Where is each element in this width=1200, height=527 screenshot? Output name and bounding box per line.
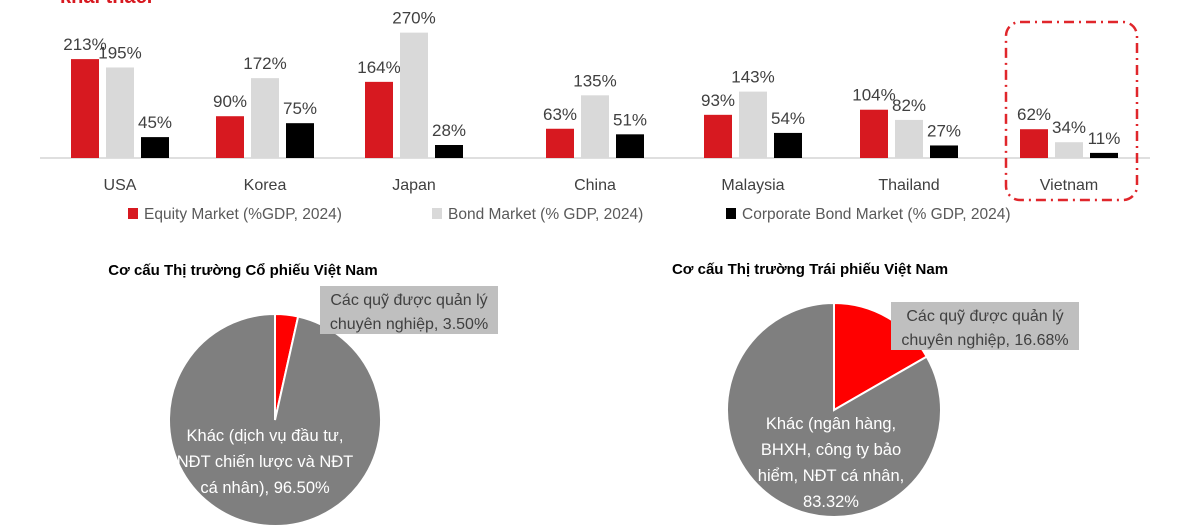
- bar-usa-series-3: [141, 137, 169, 158]
- data-label: 93%: [701, 91, 735, 110]
- slice-label-line: hiểm, NĐT cá nhân,: [758, 467, 904, 485]
- callout-label-line: chuyên nghiệp, 3.50%: [330, 316, 488, 333]
- category-label-usa: USA: [104, 177, 137, 194]
- legend-label-3: Corporate Bond Market (% GDP, 2024): [742, 206, 1011, 223]
- bar-korea-series-3: [286, 123, 314, 158]
- pie-title-2: Cơ cấu Thị trường Trái phiếu Việt Nam: [672, 261, 948, 278]
- pie-slice-2-2: [726, 301, 942, 518]
- data-label: 213%: [63, 35, 106, 54]
- slice-label-line: cá nhân), 96.50%: [200, 479, 330, 497]
- data-label: 51%: [613, 110, 647, 129]
- data-label: 62%: [1017, 105, 1051, 124]
- data-label: 135%: [573, 71, 616, 90]
- category-label-thailand: Thailand: [878, 177, 939, 194]
- callout-box-2: [891, 302, 1079, 350]
- slice-label-line: BHXH, công ty bảo: [761, 441, 901, 459]
- slice-label-line: Khác (ngân hàng,: [766, 415, 896, 433]
- bar-malaysia-series-1: [704, 114, 732, 158]
- data-label: 28%: [432, 121, 466, 140]
- callout-box-1: [320, 286, 498, 334]
- bar-malaysia-series-2: [739, 91, 767, 158]
- bar-thailand-series-2: [895, 119, 923, 158]
- data-label: 164%: [357, 58, 400, 77]
- pie-chart-bond-structure: Cơ cấu Thị trường Trái phiếu Việt Nam Các…: [672, 261, 1079, 518]
- data-label: 45%: [138, 113, 172, 132]
- slice-label-line: 83.32%: [803, 493, 859, 511]
- bar-china-series-2: [581, 95, 609, 158]
- data-label: 11%: [1088, 129, 1121, 148]
- category-label-vietnam: Vietnam: [1040, 177, 1098, 194]
- data-label: 143%: [731, 68, 774, 87]
- data-label: 270%: [392, 9, 435, 28]
- data-label: 34%: [1052, 118, 1086, 137]
- highlight-box-vietnam: [1004, 20, 1139, 202]
- slice-label-line: Khác (dịch vụ đầu tư,: [187, 427, 344, 445]
- bar-japan-series-1: [365, 81, 393, 158]
- bar-japan-series-2: [400, 32, 428, 159]
- category-label-china: China: [574, 177, 616, 194]
- callout-label-line: Các quỹ được quản lý: [906, 308, 1063, 325]
- bar-chart-capital-markets: 213%195% 45% USA 90% 172% 75% Korea 164% 270% 28%…: [40, 9, 1150, 223]
- data-label: 90%: [213, 92, 247, 111]
- data-label: 195%: [98, 43, 141, 62]
- bar-japan-series-3: [435, 145, 463, 158]
- data-label: 54%: [771, 109, 805, 128]
- callout-label-line: Các quỹ được quản lý: [330, 292, 487, 309]
- legend-swatch-1: [128, 208, 138, 219]
- bar-china-series-3: [616, 134, 644, 158]
- bar-vietnam-series-2: [1055, 142, 1083, 158]
- data-label: 82%: [892, 96, 926, 115]
- category-label-korea: Korea: [244, 177, 287, 194]
- data-label: 63%: [543, 105, 577, 124]
- data-label: 75%: [283, 99, 317, 118]
- bar-korea-series-2: [251, 78, 279, 158]
- legend-label-2: Bond Market (% GDP, 2024): [448, 206, 643, 223]
- bar-china-series-1: [546, 128, 574, 158]
- data-label: 27%: [927, 121, 961, 140]
- bar-thailand-series-1: [860, 109, 888, 158]
- bar-thailand-series-3: [930, 145, 958, 158]
- data-label: 104%: [852, 86, 895, 105]
- legend-swatch-2: [432, 208, 442, 219]
- pie-chart-equity-structure: Cơ cấu Thị trường Cổ phiếu Việt Nam Các q…: [108, 262, 498, 527]
- pie-title-1: Cơ cấu Thị trường Cổ phiếu Việt Nam: [108, 262, 377, 279]
- category-label-japan: Japan: [392, 177, 436, 194]
- slice-label-line: NĐT chiến lược và NĐT: [177, 453, 354, 471]
- callout-label-line: chuyên nghiệp, 16.68%: [901, 332, 1068, 349]
- bar-vietnam-series-3: [1090, 152, 1118, 158]
- bar-vietnam-series-1: [1020, 129, 1048, 158]
- bar-korea-series-1: [216, 116, 244, 158]
- legend-label-1: Equity Market (%GDP, 2024): [144, 206, 342, 223]
- bar-usa-series-1: [71, 59, 99, 158]
- legend-swatch-3: [726, 208, 736, 219]
- bar-usa-series-2: [106, 67, 134, 158]
- section-title: khai thác.: [60, 0, 152, 9]
- category-label-malaysia: Malaysia: [721, 177, 784, 194]
- data-label: 172%: [243, 54, 286, 73]
- bar-malaysia-series-3: [774, 132, 802, 158]
- pie-slice-1-2: [168, 312, 382, 527]
